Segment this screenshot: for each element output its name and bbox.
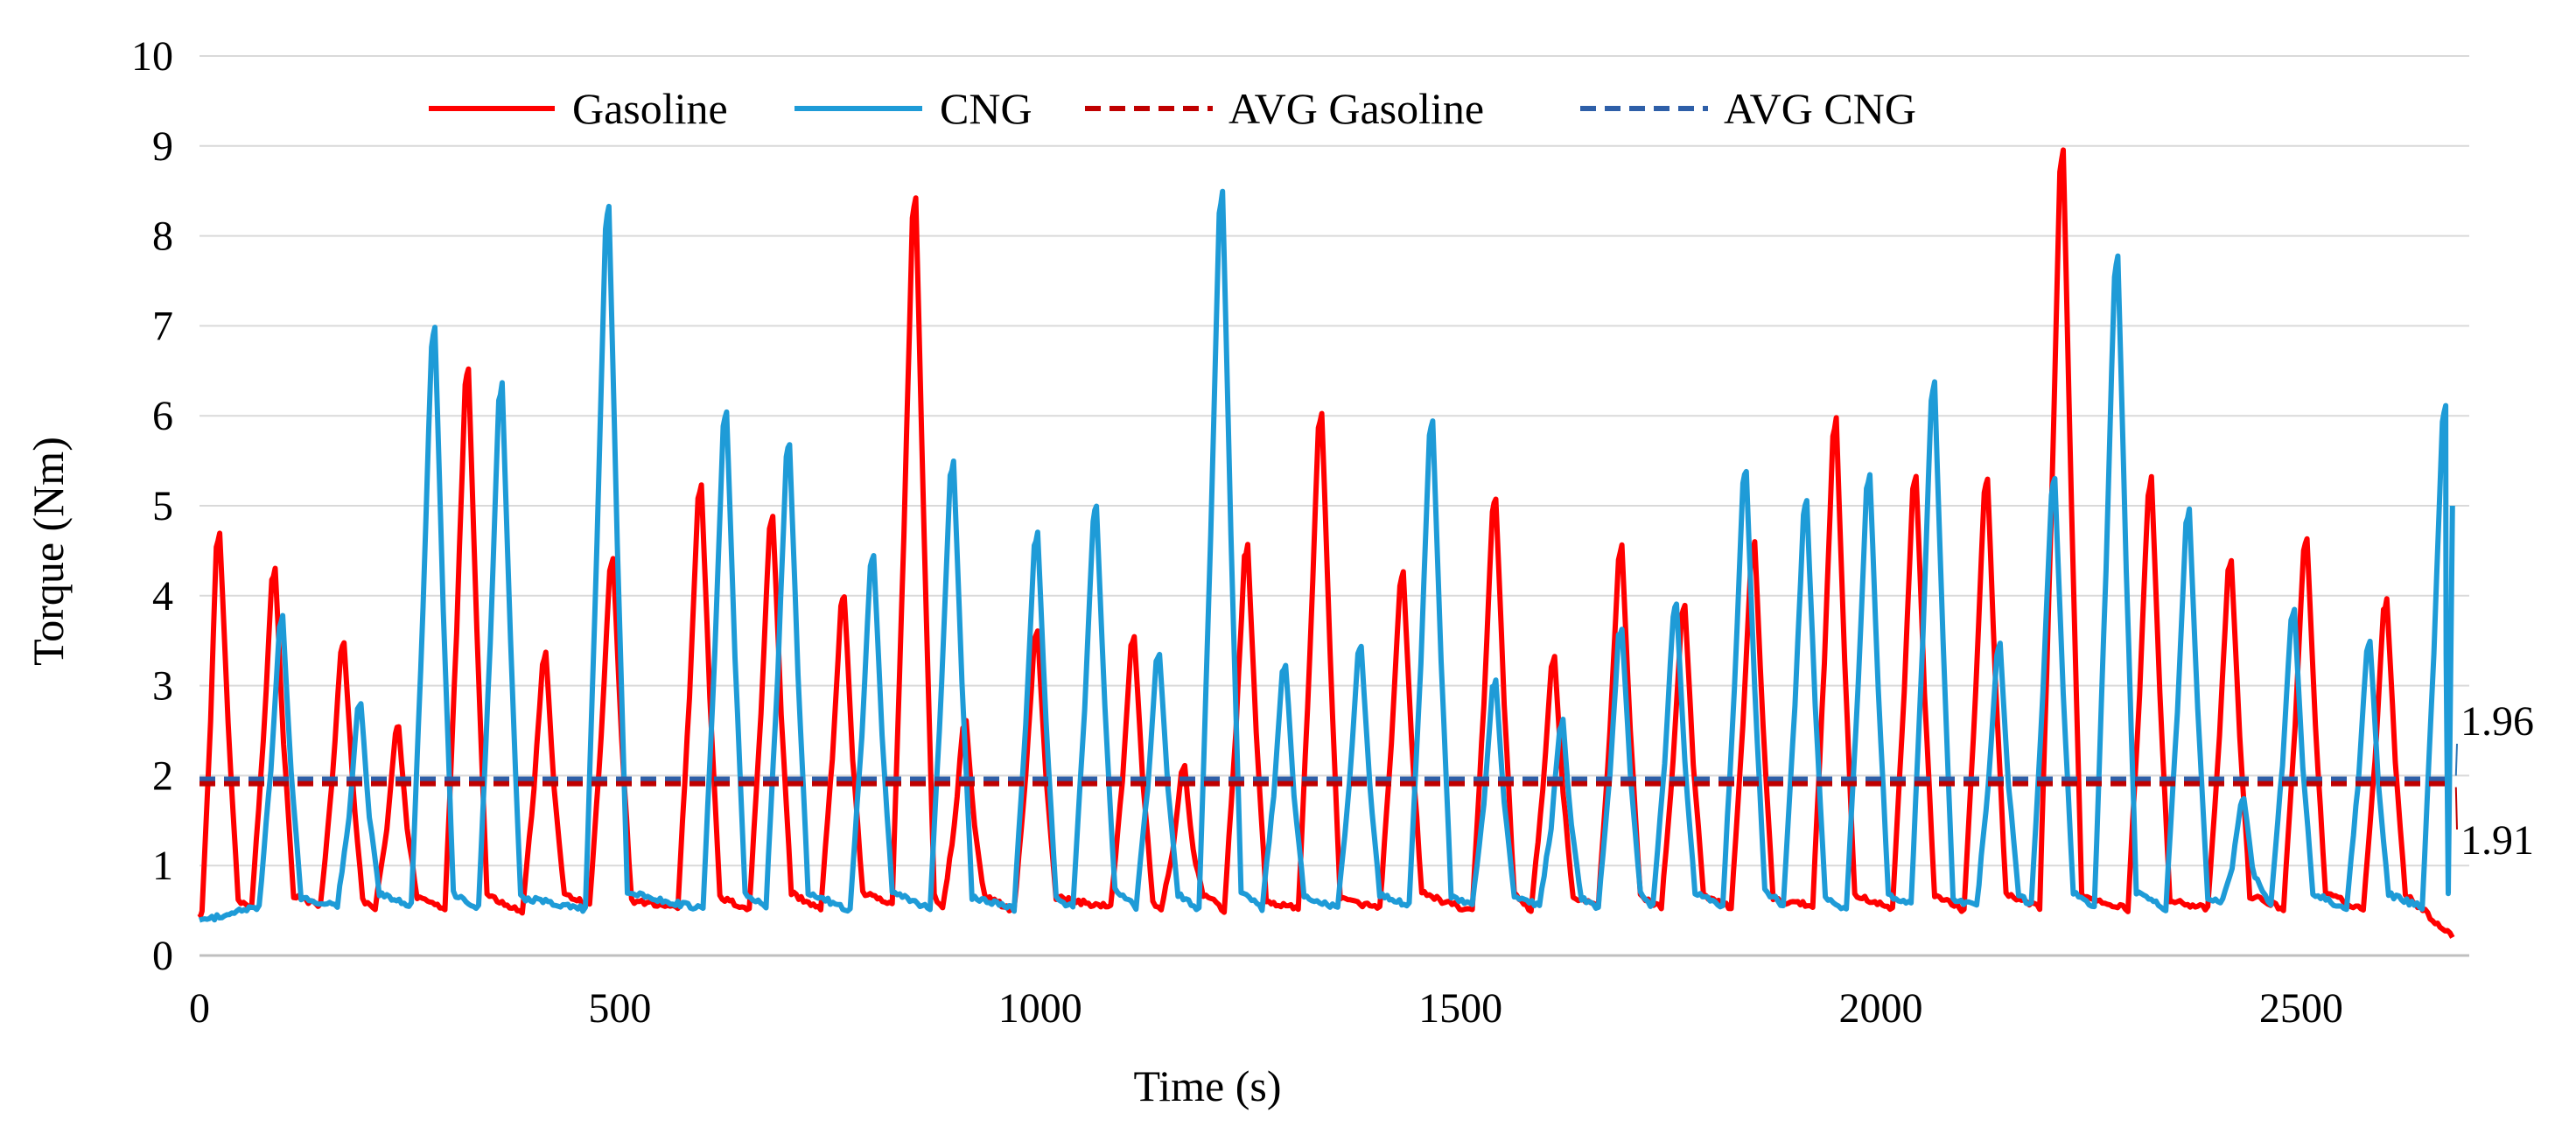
legend-label-cng: CNG [940,84,1032,133]
y-tick-label: 2 [152,752,173,799]
legend: Gasoline CNG AVG Gasoline AVG CNG [429,84,1916,133]
y-tick-label: 3 [152,663,173,710]
series-lines [197,147,2455,939]
y-tick-label: 7 [152,303,173,349]
annotation-avg-cng: 1.96 [2460,698,2534,745]
legend-label-avg-cng: AVG CNG [1724,84,1916,133]
y-tick-label: 8 [152,214,173,260]
tick-labels: 0 1 2 3 4 5 6 7 8 9 10 0 500 1000 1500 2000 2500 [131,33,2343,1032]
average-lines [200,776,2453,787]
legend-label-avg-gasoline: AVG Gasoline [1228,84,1484,133]
gridlines [200,55,2469,956]
legend-label-gasoline: Gasoline [572,84,728,133]
y-tick-label: 5 [152,483,173,529]
series-line-gasoline [197,147,2455,939]
x-tick-label: 2500 [2259,985,2343,1032]
x-tick-label: 1000 [998,985,1082,1032]
y-tick-label: 6 [152,393,173,439]
y-axis-title: Torque (Nm) [24,437,73,666]
annotation-leader-cng [2454,743,2458,776]
y-tick-label: 0 [152,933,173,979]
y-tick-label: 4 [152,573,173,620]
x-tick-label: 500 [588,985,651,1032]
annotation-avg-gasoline: 1.91 [2460,817,2534,864]
x-tick-label: 0 [189,985,210,1032]
y-tick-label: 9 [152,123,173,170]
average-annotations: 1.96 1.91 [2454,698,2534,864]
x-axis-title: Time (s) [1133,1061,1281,1110]
y-tick-label: 1 [152,843,173,889]
annotation-leader-gasoline [2454,787,2458,830]
x-tick-label: 2000 [1838,985,1922,1032]
series-line-cng [199,188,2455,923]
y-tick-label: 10 [131,33,173,80]
x-tick-label: 1500 [1418,985,1502,1032]
